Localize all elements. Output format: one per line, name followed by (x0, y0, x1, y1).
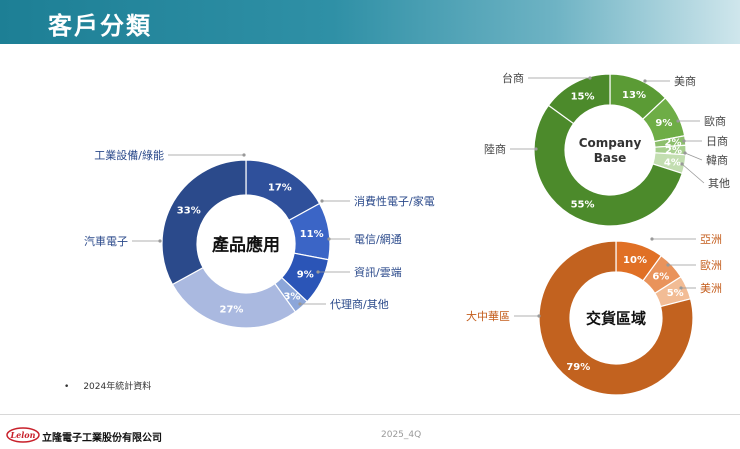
donut-center-label: 交貨區域 (586, 310, 646, 328)
leader-dot (534, 147, 538, 151)
company-name: 立隆電子工業股份有限公司 (42, 433, 162, 444)
leader-dot (320, 199, 324, 203)
leader-line (681, 163, 705, 184)
slice-value-label: 27% (220, 304, 244, 315)
donut-chart-1: 17% 11% 9% 3% 27% 33% 產品應用 工業設備/綠能消費性電子/家電電信/網通… (84, 148, 435, 329)
leader-dot (683, 151, 687, 155)
slice-value-label: 17% (268, 182, 292, 193)
slice-value-label: 55% (571, 199, 595, 210)
donut-slice (171, 266, 297, 329)
slice-value-label: 2% (665, 146, 682, 157)
footer-divider (0, 414, 740, 415)
slice-value-label: 10% (623, 255, 647, 266)
donut-center-label: Company (579, 136, 642, 150)
category-label: 歐商 (704, 114, 726, 128)
slice-value-label: 79% (566, 362, 590, 373)
company-logo: Lelon (6, 427, 40, 443)
leader-dot (298, 302, 302, 306)
title-bar: 客戶分類 (0, 0, 740, 44)
slice-value-label: 3% (283, 292, 300, 303)
leader-dot (588, 76, 592, 80)
category-label: 台商 (502, 71, 524, 85)
slice-value-label: 4% (664, 157, 681, 168)
slice-value-label: 15% (571, 92, 595, 103)
slice-value-label: 9% (297, 270, 314, 281)
slice-value-label: 9% (655, 118, 672, 129)
slice-value-label: 13% (622, 90, 646, 101)
leader-dot (327, 237, 331, 241)
slice-value-label: 11% (300, 229, 324, 240)
category-label: 日商 (706, 134, 728, 148)
leader-dot (680, 162, 684, 166)
leader-dot (679, 286, 683, 290)
donut-center-label: Base (594, 151, 627, 165)
category-label: 消費性電子/家電 (354, 194, 435, 208)
slice-value-label: 5% (667, 288, 684, 299)
category-label: 資訊/雲端 (354, 265, 402, 279)
page-title: 客戶分類 (48, 12, 152, 40)
leader-dot (682, 139, 686, 143)
logo-text: Lelon (10, 430, 36, 440)
category-label: 工業設備/綠能 (94, 148, 164, 162)
donut-chart-2: 13%9%2%2%4%55%15%CompanyBase美商歐商日商韓商其他陸商… (484, 71, 730, 227)
leader-dot (158, 239, 162, 243)
donut-center-label: 產品應用 (212, 234, 280, 255)
donut-slice (161, 159, 247, 286)
period-label: 2025_4Q (381, 430, 422, 440)
slice-value-label: 2% (665, 138, 682, 149)
category-label: 美洲 (700, 282, 722, 295)
footnote-text: 2024年統計資料 (83, 382, 152, 392)
leader-line (684, 152, 703, 161)
leader-dot (676, 119, 680, 123)
slice-value-label: 33% (177, 206, 201, 217)
category-label: 其他 (708, 177, 730, 190)
leader-dot (666, 263, 670, 267)
leader-dot (316, 270, 320, 274)
slice-value-label: 6% (652, 271, 669, 282)
category-label: 陸商 (484, 142, 506, 156)
donut-slice (538, 240, 694, 396)
donut-slice (547, 73, 611, 125)
leader-dot (650, 237, 654, 241)
category-label: 韓商 (706, 153, 728, 167)
category-label: 汽車電子 (84, 234, 128, 248)
category-label: 大中華區 (466, 309, 510, 323)
leader-dot (537, 314, 541, 318)
category-label: 美商 (674, 74, 696, 88)
footnote-bullet: • (64, 382, 70, 392)
donut-slice (533, 104, 684, 227)
footnote: • 2024年統計資料 (64, 379, 151, 392)
category-label: 亞洲 (700, 233, 722, 246)
category-label: 電信/網通 (354, 232, 402, 246)
leader-dot (643, 79, 647, 83)
category-label: 歐洲 (700, 258, 722, 272)
category-label: 代理商/其他 (330, 297, 389, 311)
leader-dot (242, 153, 246, 157)
